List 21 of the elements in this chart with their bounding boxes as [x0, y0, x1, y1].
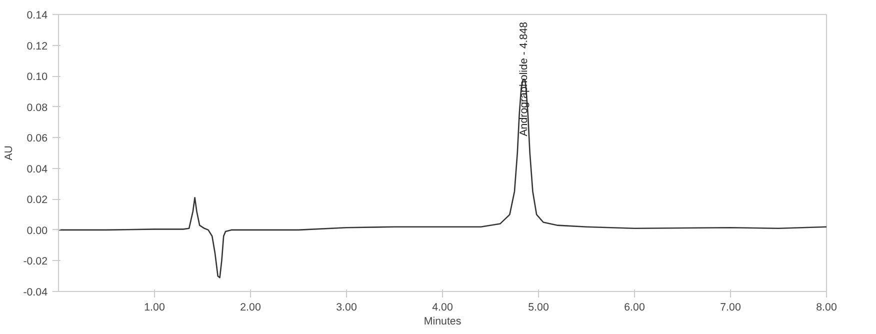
x-tick-label: 4.00 — [432, 302, 453, 314]
x-tick-label: 1.00 — [144, 302, 165, 314]
x-tick-label: 5.00 — [528, 302, 549, 314]
y-tick-label: 0.06 — [26, 132, 48, 145]
x-tick-label: 6.00 — [624, 302, 645, 314]
annotation: Andrographolide - 4.848 — [518, 22, 530, 136]
y-tick-label: 0.14 — [26, 10, 48, 22]
y-tick-label: 0.10 — [26, 71, 48, 84]
y-tick-label: 0.00 — [26, 224, 48, 237]
y-axis-title: AU — [3, 146, 16, 160]
x-tick-label: 2.00 — [240, 302, 261, 314]
x-axis-title: Minutes — [424, 316, 462, 328]
x-tick-label: 7.00 — [720, 302, 741, 314]
y-tick-label: 0.02 — [26, 194, 48, 206]
y-tick-label: 0.04 — [26, 163, 48, 176]
y-tick-label: 0.12 — [26, 40, 48, 52]
y-tick-label: -0.04 — [23, 286, 48, 298]
y-tick-label: 0.08 — [26, 102, 48, 114]
x-tick-label: 8.00 — [816, 302, 837, 314]
y-tick-label: -0.02 — [23, 256, 48, 268]
x-tick-label: 3.00 — [336, 302, 357, 314]
